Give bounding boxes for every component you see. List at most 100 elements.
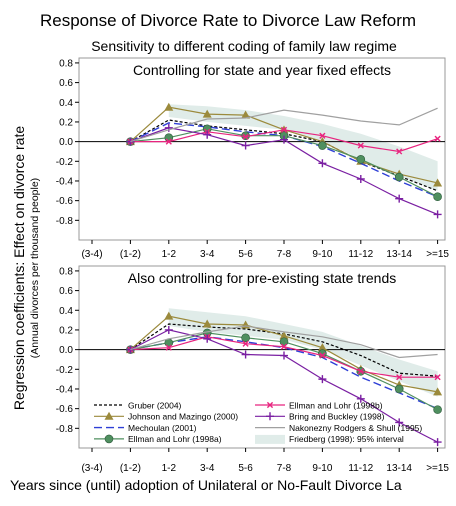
x-axis-label: Years since (until) adoption of Unilater… xyxy=(10,477,402,493)
point-bring-and-buckley-1998-5 xyxy=(318,375,327,384)
point-bring-and-buckley-1998-7 xyxy=(395,418,404,427)
y-tick-label: 0.2 xyxy=(59,117,73,128)
y-tick-label: 0.8 xyxy=(59,266,73,277)
point-ellman-and-lohr-1998b-3 xyxy=(242,340,249,347)
legend-label: Ellman and Lohr (1998a) xyxy=(128,434,222,444)
series-bring-and-buckley-1998 xyxy=(126,325,442,447)
x-tick-label: 9-10 xyxy=(312,463,332,474)
x-tick-label: >=15 xyxy=(426,249,449,260)
y-tick-label: 0.6 xyxy=(59,286,73,297)
legend-item-mechoulan-2001: Mechoulan (2001) xyxy=(94,423,197,433)
point-bring-and-buckley-1998-1 xyxy=(164,123,173,132)
y-tick-label: -0.4 xyxy=(56,384,74,395)
legend-item-ellman-and-lohr-1998a: Ellman and Lohr (1998a) xyxy=(94,434,222,444)
y-tick-label: -0.2 xyxy=(56,157,74,168)
point-bring-and-buckley-1998-8 xyxy=(433,438,442,447)
y-tick-label: 0.8 xyxy=(59,58,73,69)
legend-item-bring-and-buckley-1998: Bring and Buckley (1998) xyxy=(255,412,385,422)
x-tick-label: >=15 xyxy=(426,463,449,474)
y-tick-label: -0.6 xyxy=(56,404,74,415)
legend-marker xyxy=(104,411,114,420)
y-tick-label: -0.8 xyxy=(56,424,74,435)
y-tick-label: 0.6 xyxy=(59,78,73,89)
x-tick-label: 11-12 xyxy=(348,249,373,260)
point-johnson-and-mazingo-2000-1 xyxy=(164,102,174,111)
chart-subtitle: Sensitivity to different coding of famil… xyxy=(91,38,397,54)
legend-item-friedberg-1998-95-interval: Friedberg (1998): 95% interval xyxy=(255,434,404,444)
legend-marker xyxy=(266,401,274,409)
point-bring-and-buckley-1998-3 xyxy=(241,141,250,150)
x-tick-label: 7-8 xyxy=(277,463,292,474)
panel-state-trends: 0.8 0.6 0.4 0.2 0.0 -0.2 -0.4 -0.6 -0.8 (3-4) (1-… xyxy=(56,265,449,474)
x-tick-label: 9-10 xyxy=(312,249,332,260)
point-ellman-and-lohr-1998a-8 xyxy=(433,192,442,202)
legend-item-gruber-2004: Gruber (2004) xyxy=(94,400,182,410)
point-bring-and-buckley-1998-7 xyxy=(395,194,404,203)
legend-label: Bring and Buckley (1998) xyxy=(289,412,385,422)
point-johnson-and-mazingo-2000-3 xyxy=(241,110,251,119)
x-tick-label: 13-14 xyxy=(386,249,412,260)
point-ellman-and-lohr-1998b-4 xyxy=(280,343,288,350)
point-bring-and-buckley-1998-0 xyxy=(126,137,135,146)
chart-title: Response of Divorce Rate to Divorce Law … xyxy=(40,11,416,30)
legend-label: Ellman and Lohr (1998b) xyxy=(289,400,383,410)
y-axis-sublabel: (Annual divorces per thousand people) xyxy=(29,178,41,358)
series-nakonezny-rodgers-shull-1995 xyxy=(130,325,438,359)
point-ellman-and-lohr-1998a-7 xyxy=(394,172,404,182)
legend-marker xyxy=(104,434,114,444)
point-ellman-and-lohr-1998b-3 xyxy=(242,133,249,140)
point-johnson-and-mazingo-2000-8 xyxy=(433,387,443,396)
point-bring-and-buckley-1998-4 xyxy=(280,351,288,360)
point-ellman-and-lohr-1998a-7 xyxy=(394,384,404,394)
legend-label: Johnson and Mazingo (2000) xyxy=(128,412,238,422)
panel-fixed-effects: 0.8 0.6 0.4 0.2 0.0 -0.2 -0.4 -0.6 -0.8 (3-4) (1-… xyxy=(56,57,449,260)
series-layer xyxy=(125,102,443,219)
x-tick-layer: (3-4) (1-2) 1-2 3-4 5-6 7-8 9-10 11-12 13-14 >=15 xyxy=(81,448,449,474)
legend-label: Nakonezny Rodgers & Shull (1995) xyxy=(289,423,422,433)
point-ellman-and-lohr-1998a-5 xyxy=(318,141,327,150)
series-line-mechoulan-2001 xyxy=(130,336,438,410)
point-ellman-and-lohr-1998b-8 xyxy=(434,374,441,381)
y-tick-label: 0.0 xyxy=(59,137,73,148)
x-tick-label: (3-4) xyxy=(81,249,102,260)
point-johnson-and-mazingo-2000-8 xyxy=(433,178,443,187)
x-tick-label: 1-2 xyxy=(162,463,177,474)
y-tick-layer: 0.8 0.6 0.4 0.2 0.0 -0.2 -0.4 -0.6 -0.8 xyxy=(56,266,79,435)
series-layer xyxy=(125,311,443,447)
series-line-nakonezny-rodgers-shull-1995 xyxy=(130,107,438,143)
series-mechoulan-2001 xyxy=(130,336,438,410)
y-tick-label: -0.4 xyxy=(56,176,74,187)
panel-title: Also controlling for pre-existing state … xyxy=(128,270,396,286)
point-ellman-and-lohr-1998b-5 xyxy=(319,352,326,359)
point-ellman-and-lohr-1998b-7 xyxy=(396,148,403,155)
point-bring-and-buckley-1998-6 xyxy=(356,394,365,403)
x-tick-label: (3-4) xyxy=(81,463,102,474)
y-axis-label: Regression coefficients: Effect on divor… xyxy=(11,126,27,411)
point-ellman-and-lohr-1998b-7 xyxy=(396,374,403,381)
y-tick-layer: 0.8 0.6 0.4 0.2 0.0 -0.2 -0.4 -0.6 -0.8 xyxy=(56,58,79,227)
point-johnson-and-mazingo-2000-4 xyxy=(279,331,289,340)
x-tick-label: (1-2) xyxy=(120,249,141,260)
point-bring-and-buckley-1998-6 xyxy=(356,175,365,184)
x-tick-label: 11-12 xyxy=(348,463,373,474)
point-johnson-and-mazingo-2000-5 xyxy=(317,343,327,352)
y-tick-label: 0.4 xyxy=(59,98,73,109)
series-nakonezny-rodgers-shull-1995 xyxy=(130,107,438,143)
x-tick-label: 1-2 xyxy=(162,249,177,260)
confidence-band-area xyxy=(168,104,438,191)
point-ellman-and-lohr-1998b-6 xyxy=(357,368,364,375)
legend-swatch xyxy=(255,434,285,444)
point-ellman-and-lohr-1998a-6 xyxy=(356,155,366,164)
x-tick-label: 3-4 xyxy=(200,249,215,260)
legend: Gruber (2004) Johnson and Mazingo (2000)M… xyxy=(94,400,422,444)
y-tick-label: 0.0 xyxy=(59,345,73,356)
point-ellman-and-lohr-1998a-3 xyxy=(241,333,250,343)
legend-item-nakonezny-rodgers-shull-1995: Nakonezny Rodgers & Shull (1995) xyxy=(255,423,422,433)
point-ellman-and-lohr-1998b-8 xyxy=(434,135,441,142)
point-bring-and-buckley-1998-8 xyxy=(433,210,442,219)
x-tick-label: 7-8 xyxy=(277,249,292,260)
point-bring-and-buckley-1998-0 xyxy=(126,345,135,354)
series-bring-and-buckley-1998 xyxy=(126,123,442,219)
